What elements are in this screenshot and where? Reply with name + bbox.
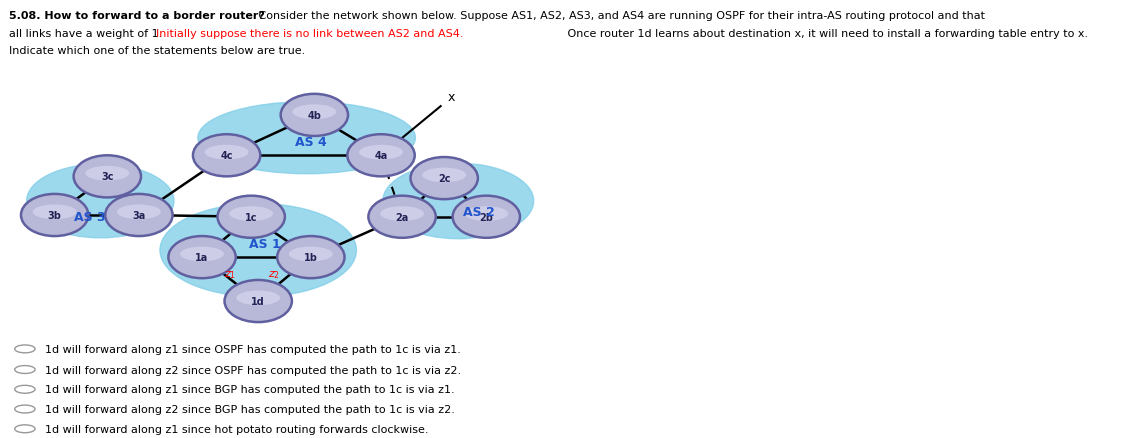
Text: 1d will forward along z1 since BGP has computed the path to 1c is via z1.: 1d will forward along z1 since BGP has c… — [45, 385, 455, 394]
Text: 4c: 4c — [221, 151, 233, 161]
Text: $z_2$: $z_2$ — [268, 268, 281, 280]
Text: 1d will forward along z2 since OSPF has computed the path to 1c is via z2.: 1d will forward along z2 since OSPF has … — [45, 365, 462, 374]
Text: AS 2: AS 2 — [463, 205, 495, 219]
Text: Indicate which one of the statements below are true.: Indicate which one of the statements bel… — [9, 46, 306, 56]
Text: x: x — [447, 91, 455, 104]
Ellipse shape — [368, 196, 436, 238]
Ellipse shape — [192, 135, 260, 177]
Text: AS 1: AS 1 — [249, 237, 281, 250]
Text: Initially suppose there is no link between AS2 and AS4.: Initially suppose there is no link betwe… — [156, 28, 464, 39]
Ellipse shape — [205, 145, 249, 160]
Ellipse shape — [180, 247, 224, 262]
Text: $z_1$: $z_1$ — [224, 268, 237, 280]
Ellipse shape — [117, 205, 161, 220]
Text: 1d: 1d — [251, 297, 265, 306]
Ellipse shape — [359, 145, 403, 160]
Text: 4a: 4a — [375, 151, 387, 161]
Ellipse shape — [380, 207, 424, 222]
Text: 3c: 3c — [101, 172, 113, 182]
Text: 1d will forward along z2 since BGP has computed the path to 1c is via z2.: 1d will forward along z2 since BGP has c… — [45, 404, 455, 414]
Ellipse shape — [217, 196, 285, 238]
Text: 1d will forward along z1 since hot potato routing forwards clockwise.: 1d will forward along z1 since hot potat… — [45, 424, 429, 434]
Ellipse shape — [85, 166, 129, 181]
Text: 1a: 1a — [196, 253, 208, 262]
Ellipse shape — [169, 237, 235, 279]
Ellipse shape — [224, 280, 292, 322]
Ellipse shape — [22, 194, 88, 237]
Ellipse shape — [160, 204, 357, 297]
Ellipse shape — [422, 168, 466, 183]
Text: 3b: 3b — [48, 211, 61, 220]
Ellipse shape — [383, 164, 533, 239]
Text: 2a: 2a — [395, 212, 409, 222]
Ellipse shape — [105, 194, 172, 237]
Ellipse shape — [237, 291, 280, 306]
Text: Consider the network shown below. Suppose AS1, AS2, AS3, and AS4 are running OSP: Consider the network shown below. Suppos… — [255, 11, 985, 21]
Text: 1c: 1c — [245, 212, 257, 222]
Ellipse shape — [292, 105, 336, 120]
Ellipse shape — [198, 102, 415, 174]
Ellipse shape — [74, 156, 142, 198]
Ellipse shape — [277, 237, 344, 279]
Text: AS 4: AS 4 — [295, 135, 327, 148]
Text: 4b: 4b — [308, 111, 321, 120]
Ellipse shape — [348, 135, 414, 177]
Text: 1b: 1b — [303, 253, 318, 262]
Text: 2b: 2b — [479, 212, 494, 222]
Text: 3a: 3a — [132, 211, 146, 220]
Ellipse shape — [411, 158, 478, 200]
Ellipse shape — [230, 207, 273, 222]
Ellipse shape — [33, 205, 77, 220]
Text: all links have a weight of 1.: all links have a weight of 1. — [9, 28, 165, 39]
Text: AS 3: AS 3 — [74, 211, 105, 224]
Text: Once router 1d learns about destination x, it will need to install a forwarding : Once router 1d learns about destination … — [564, 28, 1088, 39]
Ellipse shape — [464, 207, 508, 222]
Ellipse shape — [289, 247, 333, 262]
Ellipse shape — [281, 95, 348, 137]
Text: 2c: 2c — [438, 174, 451, 184]
Text: 5.08. How to forward to a border router?: 5.08. How to forward to a border router? — [9, 11, 265, 21]
Text: 1d will forward along z1 since OSPF has computed the path to 1c is via z1.: 1d will forward along z1 since OSPF has … — [45, 344, 461, 354]
Ellipse shape — [27, 165, 174, 238]
Ellipse shape — [453, 196, 520, 238]
